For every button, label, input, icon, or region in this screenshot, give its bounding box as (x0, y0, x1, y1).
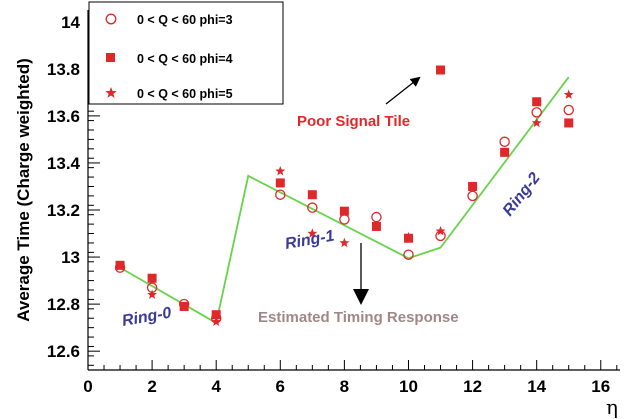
x-tick-label: 0 (83, 377, 92, 396)
point-phi4 (307, 190, 317, 200)
y-tick-label: 13.6 (47, 107, 80, 126)
point-phi4 (468, 181, 478, 191)
axis-ticks: 0 2 4 6 8 10 12 14 16 12.6 12.8 13 13.2 13.4 13.6 13.8 1… (47, 13, 618, 396)
poor-signal-label: Poor Signal Tile (297, 113, 410, 130)
point-phi5 (307, 228, 318, 238)
legend-marker-phi5 (105, 87, 117, 98)
legend-label-phi4: 0 < Q < 60 phi=4 (137, 52, 233, 66)
legend-box (88, 1, 284, 105)
point-phi4 (179, 301, 189, 311)
point-phi4 (211, 310, 221, 320)
ring-2-label: Ring-2 (500, 170, 544, 220)
ring-1-label: Ring-1 (284, 228, 336, 253)
point-phi3 (531, 107, 542, 118)
legend: 0 < Q < 60 phi=3 0 < Q < 60 phi=4 0 < Q … (88, 1, 284, 105)
x-tick-label: 2 (147, 377, 156, 396)
point-phi5 (339, 237, 350, 248)
point-phi5 (115, 261, 125, 271)
y-tick-label: 12.8 (47, 295, 80, 314)
point-phi3 (371, 211, 382, 223)
point-phi3 (307, 202, 318, 213)
legend-marker-phi3 (105, 13, 117, 25)
point-phi4 (532, 97, 542, 107)
point-phi4 (500, 147, 510, 157)
point-phi3 (339, 214, 350, 225)
point-phi4 (371, 221, 381, 231)
estimated-timing-arrowhead (353, 289, 369, 305)
point-phi3 (275, 189, 286, 200)
y-tick-label: 13 (61, 248, 80, 267)
point-phi3 (403, 249, 414, 260)
point-phi3 (563, 104, 574, 116)
y-axis-title: Average Time (Charge weighted) (14, 58, 33, 322)
point-phi5 (403, 231, 414, 242)
point-phi3 (499, 136, 510, 148)
y-tick-label: 13.4 (47, 154, 81, 173)
point-phi5 (147, 289, 158, 299)
x-tick-label: 14 (527, 377, 546, 396)
point-phi5 (435, 225, 446, 236)
x-tick-label: 6 (276, 377, 285, 396)
x-tick-label: 12 (463, 377, 482, 396)
estimated-timing-label: Estimated Timing Response (258, 309, 459, 326)
point-phi5 (275, 165, 286, 176)
legend-label-phi3: 0 < Q < 60 phi=3 (137, 13, 233, 27)
data-points-layer (114, 65, 574, 326)
point-phi5 (211, 316, 222, 326)
estimated-curve-layer (119, 76, 570, 325)
point-phi4 (147, 273, 157, 283)
point-phi4 (436, 65, 446, 75)
x-tick-label: 10 (399, 377, 418, 396)
point-phi5 (531, 117, 542, 128)
x-tick-label: 16 (591, 377, 610, 396)
y-tick-label: 12.6 (47, 342, 80, 361)
y-tick-label: 14 (61, 13, 80, 32)
point-phi4 (564, 118, 574, 128)
x-axis-title: η (606, 395, 618, 419)
estimated-timing-curve (119, 76, 570, 325)
ring-0-label: Ring-0 (121, 305, 173, 330)
point-phi4 (339, 206, 349, 216)
legend-label-phi5: 0 < Q < 60 phi=5 (137, 87, 233, 101)
point-phi4 (275, 178, 285, 188)
y-tick-label: 13.8 (47, 60, 80, 79)
y-tick-label: 13.2 (47, 201, 80, 220)
legend-marker-phi4 (106, 53, 115, 62)
poor-signal-arrow (385, 76, 421, 105)
x-tick-label: 4 (211, 377, 221, 396)
point-phi3 (467, 190, 478, 202)
point-phi5 (563, 89, 574, 99)
x-tick-label: 8 (340, 377, 349, 396)
